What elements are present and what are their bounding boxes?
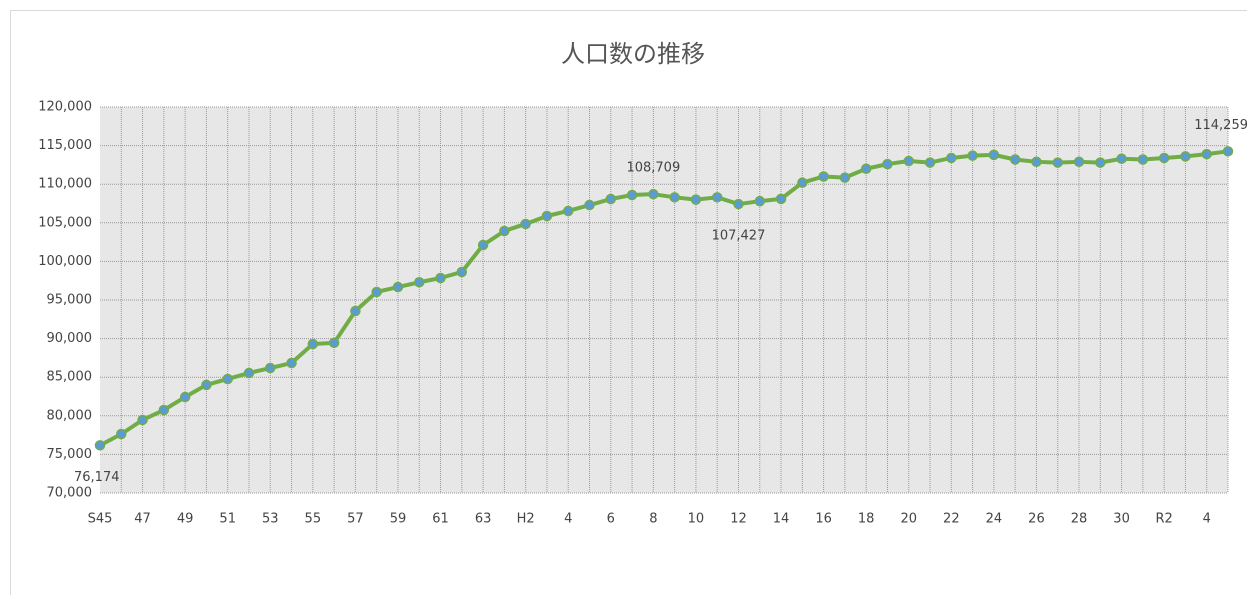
marker — [413, 276, 425, 288]
marker — [1095, 157, 1106, 168]
x-tick-label: 55 — [305, 512, 322, 527]
marker — [116, 428, 127, 440]
marker — [924, 157, 936, 168]
y-tick-label: 90,000 — [47, 331, 93, 346]
x-tick-label: 59 — [390, 512, 407, 527]
y-tick-label: 100,000 — [38, 254, 92, 269]
x-tick-label: R2 — [1155, 512, 1172, 527]
marker — [797, 177, 808, 188]
marker — [882, 158, 893, 170]
marker — [1158, 152, 1170, 164]
marker — [1052, 157, 1063, 168]
y-tick-label: 75,000 — [47, 447, 93, 462]
marker — [584, 199, 595, 211]
marker — [243, 367, 255, 379]
marker — [1031, 156, 1042, 168]
data-label: 107,427 — [712, 229, 766, 244]
marker — [626, 189, 638, 201]
marker — [520, 218, 531, 230]
marker — [818, 171, 829, 182]
x-tick-label: 14 — [773, 512, 790, 527]
marker — [499, 225, 510, 237]
marker — [946, 152, 957, 164]
marker — [179, 391, 191, 403]
y-tick-label: 70,000 — [47, 486, 93, 501]
marker — [775, 193, 787, 205]
marker — [158, 404, 170, 416]
marker — [137, 414, 148, 426]
y-tick-label: 95,000 — [47, 293, 93, 308]
marker — [1180, 151, 1191, 162]
marker — [754, 195, 766, 207]
x-tick-label: 8 — [649, 512, 657, 527]
x-tick-label: 20 — [900, 512, 917, 527]
y-tick-label: 115,000 — [38, 138, 92, 153]
marker — [350, 305, 361, 317]
marker — [456, 266, 468, 278]
marker — [562, 205, 574, 217]
y-tick-label: 120,000 — [38, 100, 92, 115]
marker — [690, 194, 702, 205]
x-tick-label: 30 — [1113, 512, 1130, 527]
x-tick-label: 10 — [688, 512, 705, 527]
x-tick-label: S45 — [88, 512, 113, 527]
marker — [903, 155, 915, 167]
data-label: 76,174 — [74, 470, 120, 485]
y-tick-label: 80,000 — [47, 408, 93, 423]
marker — [669, 192, 680, 203]
x-tick-label: 28 — [1071, 512, 1088, 527]
marker — [371, 286, 382, 298]
marker — [328, 337, 340, 349]
marker — [839, 172, 851, 183]
marker — [307, 338, 319, 350]
x-tick-label: 16 — [815, 512, 832, 527]
marker — [222, 373, 233, 385]
marker — [711, 192, 723, 203]
marker — [648, 188, 659, 200]
marker — [435, 272, 446, 284]
y-tick-label: 105,000 — [38, 215, 92, 230]
marker — [392, 281, 404, 293]
x-tick-label: 51 — [219, 512, 236, 527]
data-label: 114,259 — [1194, 118, 1247, 133]
marker — [1222, 146, 1234, 157]
marker — [1116, 153, 1127, 164]
marker — [94, 440, 106, 451]
marker — [1201, 148, 1212, 160]
x-tick-label: 24 — [986, 512, 1003, 527]
marker — [1073, 156, 1085, 168]
marker — [605, 193, 617, 205]
x-tick-label: 22 — [943, 512, 960, 527]
x-tick-label: 4 — [1203, 512, 1211, 527]
marker — [265, 362, 276, 374]
x-tick-label: 4 — [564, 512, 572, 527]
marker — [967, 150, 978, 161]
x-tick-label: 26 — [1028, 512, 1045, 527]
marker — [1137, 154, 1149, 165]
y-tick-label: 85,000 — [47, 370, 93, 385]
x-tick-label: 18 — [858, 512, 875, 527]
marker — [286, 357, 297, 369]
y-tick-label: 110,000 — [38, 177, 92, 192]
x-tick-label: 6 — [607, 512, 615, 527]
marker — [988, 149, 1000, 161]
marker — [1009, 154, 1021, 165]
chart-title: 人口数の推移 — [561, 40, 705, 68]
marker — [860, 163, 872, 175]
x-tick-label: 53 — [262, 512, 279, 527]
marker — [201, 379, 212, 391]
x-tick-label: 57 — [347, 512, 364, 527]
marker — [733, 198, 744, 210]
x-tick-label: 47 — [134, 512, 151, 527]
marker — [477, 239, 489, 251]
x-tick-label: 49 — [177, 512, 194, 527]
x-tick-label: 63 — [475, 512, 492, 527]
x-tick-label: 12 — [730, 512, 747, 527]
x-tick-label: H2 — [517, 512, 535, 527]
x-tick-label: 61 — [432, 512, 449, 527]
marker — [541, 210, 553, 222]
data-label: 108,709 — [626, 161, 680, 176]
